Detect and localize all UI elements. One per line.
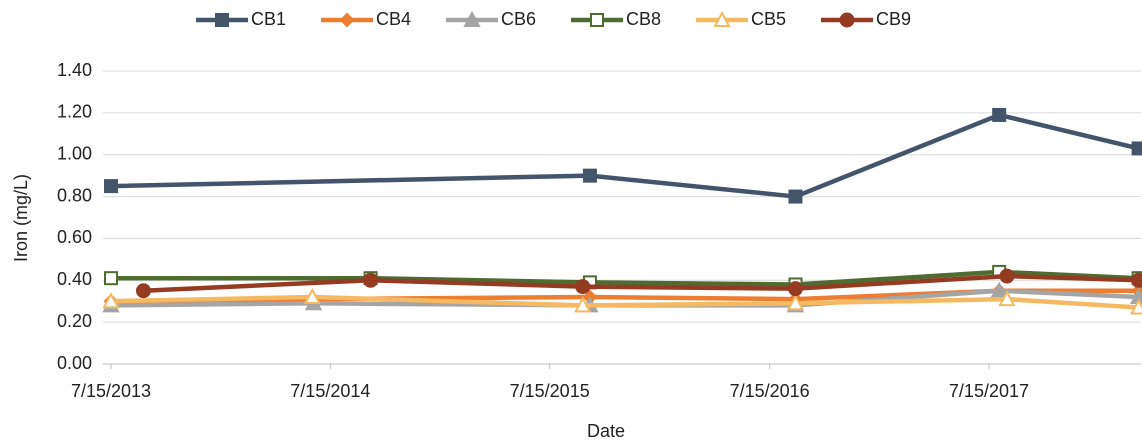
legend-label: CB4	[376, 9, 411, 29]
line	[110, 294, 1139, 310]
y-tick-label: 0.80	[57, 185, 92, 205]
x-tick-label: 7/15/2016	[730, 381, 810, 401]
point	[1131, 141, 1142, 156]
legend-label: CB5	[751, 9, 786, 29]
x-tick-label: 7/15/2015	[510, 381, 590, 401]
point	[582, 168, 597, 183]
point	[990, 281, 1008, 298]
x-axis-label: Date	[587, 421, 625, 441]
point	[135, 283, 151, 299]
legend-label: CB1	[251, 9, 286, 29]
point	[303, 287, 321, 305]
legend-marker	[839, 12, 855, 28]
point	[999, 268, 1015, 284]
line	[111, 269, 1139, 287]
y-tick-label: 1.40	[57, 60, 92, 80]
x-tick-label: 7/15/2017	[949, 381, 1029, 401]
y-axis-label: Iron (mg/L)	[11, 174, 31, 262]
y-tick-label: 1.00	[57, 143, 92, 163]
legend-label: CB9	[876, 9, 911, 29]
x-tick-label: 7/15/2014	[290, 381, 370, 401]
x-tick-label: 7/15/2013	[71, 381, 151, 401]
point	[998, 290, 1016, 307]
line	[143, 273, 1139, 293]
legend-marker	[215, 13, 229, 27]
point	[788, 189, 803, 204]
legend-label: CB6	[501, 9, 536, 29]
point	[787, 281, 803, 297]
point	[786, 294, 805, 311]
point	[1131, 272, 1142, 288]
point	[992, 107, 1007, 122]
legend-marker	[590, 13, 604, 27]
point	[575, 279, 591, 295]
y-tick-label: 0.00	[57, 353, 92, 373]
legend-marker	[713, 10, 731, 27]
point	[1129, 298, 1142, 315]
y-tick-label: 0.20	[57, 311, 92, 331]
point	[363, 272, 379, 288]
point	[102, 292, 120, 309]
legend-label: CB8	[626, 9, 661, 29]
legend-marker	[339, 12, 355, 28]
y-tick-label: 0.40	[57, 269, 92, 289]
legend-marker	[463, 10, 481, 27]
y-tick-label: 0.60	[57, 227, 92, 247]
point	[104, 271, 118, 286]
y-tick-label: 1.20	[57, 102, 92, 122]
point	[104, 179, 118, 194]
line	[110, 112, 1140, 199]
point	[574, 296, 592, 313]
